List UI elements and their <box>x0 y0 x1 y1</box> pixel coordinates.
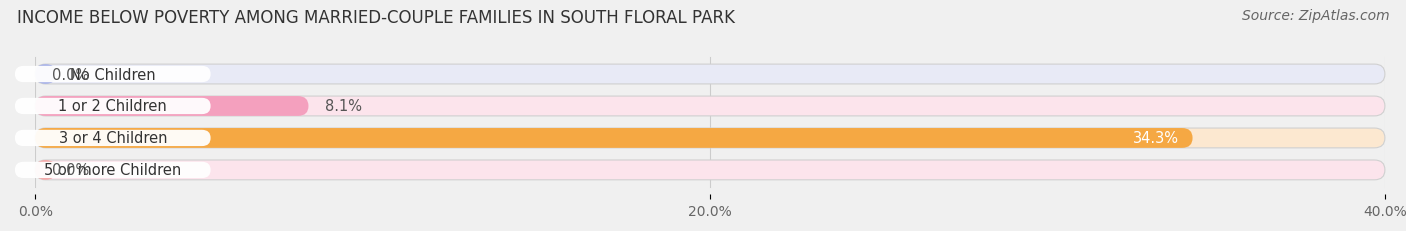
Text: 0.0%: 0.0% <box>52 163 89 178</box>
FancyBboxPatch shape <box>35 128 1192 148</box>
FancyBboxPatch shape <box>15 130 211 146</box>
Text: INCOME BELOW POVERTY AMONG MARRIED-COUPLE FAMILIES IN SOUTH FLORAL PARK: INCOME BELOW POVERTY AMONG MARRIED-COUPL… <box>17 9 735 27</box>
Text: 0.0%: 0.0% <box>52 67 89 82</box>
FancyBboxPatch shape <box>15 67 211 83</box>
Text: 8.1%: 8.1% <box>325 99 363 114</box>
Text: 3 or 4 Children: 3 or 4 Children <box>59 131 167 146</box>
FancyBboxPatch shape <box>35 65 1385 85</box>
Text: Source: ZipAtlas.com: Source: ZipAtlas.com <box>1241 9 1389 23</box>
FancyBboxPatch shape <box>35 160 56 180</box>
FancyBboxPatch shape <box>35 97 308 116</box>
Text: 1 or 2 Children: 1 or 2 Children <box>59 99 167 114</box>
FancyBboxPatch shape <box>15 98 211 115</box>
FancyBboxPatch shape <box>35 160 1385 180</box>
Text: 34.3%: 34.3% <box>1133 131 1180 146</box>
Text: 5 or more Children: 5 or more Children <box>44 163 181 178</box>
FancyBboxPatch shape <box>35 97 1385 116</box>
FancyBboxPatch shape <box>35 128 1385 148</box>
FancyBboxPatch shape <box>35 65 56 85</box>
FancyBboxPatch shape <box>15 162 211 178</box>
Text: No Children: No Children <box>70 67 156 82</box>
